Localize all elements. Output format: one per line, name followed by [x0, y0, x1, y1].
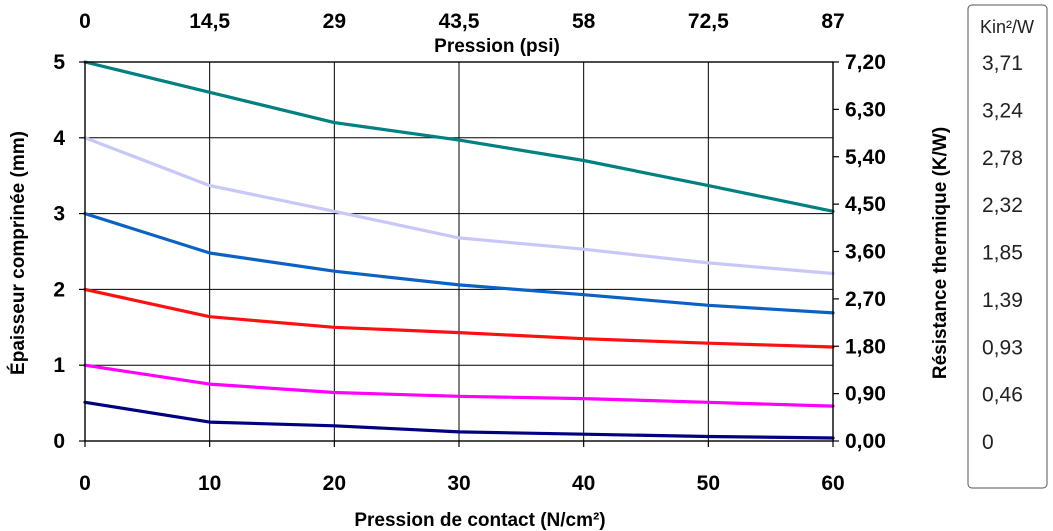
- series-lines: [83, 60, 835, 440]
- y-left-tick-label: 0: [53, 430, 65, 453]
- kin-value: 3,24: [982, 99, 1023, 122]
- y-left-tick-label: 4: [53, 127, 65, 150]
- kin-value: 2,78: [982, 147, 1023, 170]
- y-right-tick-label: 6,30: [845, 98, 886, 121]
- x-top-tick-label: 87: [821, 10, 844, 33]
- kin-value: 1,39: [982, 289, 1023, 312]
- y-axis-left-title: Épaisseur comprinée (mm): [7, 131, 29, 375]
- kin-value: 2,32: [982, 194, 1023, 217]
- kin-values: 3,71 3,24 2,78 2,32 1,85 1,39 0,93 0,46 0: [982, 52, 1023, 454]
- grid-lines: [85, 62, 833, 441]
- kin-value: 1,85: [982, 242, 1023, 265]
- series-line: [83, 60, 835, 213]
- y-left-tick-label: 3: [53, 203, 65, 226]
- kin-value: 0: [982, 431, 994, 454]
- x-tick-label: 10: [198, 472, 221, 495]
- y-right-tick-label: 0,90: [845, 383, 886, 406]
- y-axis-right-title: Résistance thermique (K/W): [930, 127, 951, 379]
- y-left-tick-label: 5: [53, 51, 65, 74]
- x-top-tick-label: 72,5: [688, 10, 729, 33]
- series-line: [83, 136, 835, 276]
- kin-panel-frame: [967, 4, 1048, 489]
- y-right-tick-label: 3,60: [845, 241, 886, 264]
- tick-labels: 0 10 20 30 40 50 60 0 14,5 29 43,5 58 72,5 87 0 1 2 3 4 5 0,…: [53, 10, 886, 495]
- y-right-tick-label: 1,80: [845, 335, 886, 358]
- kin-panel: Kin²/W 3,71 3,24 2,78 2,32 1,85 1,39 0,93 0,46 0: [967, 4, 1048, 489]
- series-line: [83, 287, 835, 349]
- x-top-tick-label: 29: [323, 10, 346, 33]
- x-top-tick-label: 58: [572, 10, 596, 33]
- x-tick-label: 60: [821, 472, 844, 495]
- y-left-tick-label: 1: [53, 354, 65, 377]
- x-tick-label: 0: [79, 472, 91, 495]
- plot-frame: [84, 61, 834, 442]
- y-left-tick-label: 2: [53, 278, 65, 301]
- x-tick-label: 20: [323, 472, 346, 495]
- kin-value: 3,71: [982, 52, 1023, 75]
- y-right-tick-label: 5,40: [845, 146, 886, 169]
- y-right-tick-label: 0,00: [845, 430, 886, 453]
- series-line: [83, 212, 835, 315]
- x-tick-label: 30: [447, 472, 470, 495]
- x-top-tick-label: 0: [79, 10, 91, 33]
- x-axis-bottom-title: Pression de contact (N/cm²): [354, 510, 605, 531]
- x-tick-label: 50: [697, 472, 720, 495]
- x-top-tick-label: 14,5: [189, 10, 230, 33]
- axes: [79, 61, 839, 447]
- y-right-tick-label: 4,50: [845, 193, 886, 216]
- series-line: [83, 400, 835, 440]
- y-right-tick-label: 2,70: [845, 288, 886, 311]
- x-tick-label: 40: [572, 472, 595, 495]
- kin-unit-label: Kin²/W: [980, 17, 1034, 37]
- x-top-tick-label: 43,5: [439, 10, 480, 33]
- series-line: [83, 363, 835, 408]
- x-axis-top-title: Pression (psi): [434, 36, 560, 57]
- y-right-tick-label: 7,20: [845, 51, 886, 74]
- kin-value: 0,93: [982, 336, 1023, 359]
- kin-value: 0,46: [982, 384, 1023, 407]
